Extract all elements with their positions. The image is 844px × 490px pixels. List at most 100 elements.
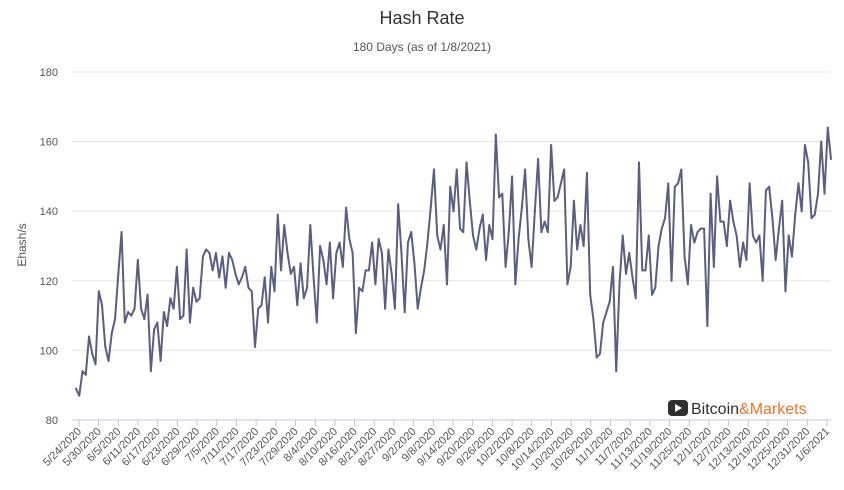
- data-point: [709, 192, 712, 195]
- data-point: [556, 196, 559, 199]
- data-point: [442, 224, 445, 227]
- data-point: [289, 272, 292, 275]
- data-point: [533, 210, 536, 213]
- data-point: [511, 175, 514, 178]
- data-point: [647, 234, 650, 237]
- data-point: [582, 245, 585, 247]
- data-point: [758, 234, 761, 237]
- data-point: [755, 241, 758, 244]
- data-point: [667, 182, 670, 185]
- data-point: [140, 307, 143, 310]
- y-tick-label: 100: [40, 345, 58, 357]
- data-point: [263, 276, 266, 279]
- axes: [72, 419, 831, 426]
- data-point: [247, 286, 250, 289]
- data-point: [114, 318, 117, 321]
- data-point: [576, 248, 579, 251]
- data-point: [153, 328, 156, 331]
- data-point: [517, 238, 520, 241]
- data-point: [631, 276, 634, 279]
- data-point: [325, 283, 328, 286]
- data-point: [276, 213, 279, 216]
- data-point: [97, 290, 100, 293]
- data-point: [94, 363, 97, 366]
- data-point: [390, 272, 393, 275]
- data-point: [397, 203, 400, 206]
- data-point: [192, 286, 195, 289]
- data-point: [182, 314, 185, 317]
- data-point: [280, 269, 283, 272]
- data-point: [488, 224, 491, 227]
- data-point: [426, 241, 429, 244]
- data-point: [761, 279, 764, 282]
- data-point: [777, 227, 780, 230]
- data-point: [84, 373, 87, 376]
- data-point: [657, 245, 660, 247]
- data-point: [299, 262, 302, 265]
- data-point: [410, 231, 413, 234]
- data-point: [615, 370, 618, 373]
- data-point: [169, 297, 172, 300]
- data-point: [364, 269, 367, 272]
- data-point: [807, 161, 810, 164]
- data-point: [683, 255, 686, 258]
- data-point: [719, 220, 722, 223]
- y-tick-label: 120: [40, 276, 58, 288]
- data-point: [641, 269, 644, 272]
- data-point: [455, 168, 458, 171]
- data-point: [485, 258, 488, 261]
- data-point: [188, 321, 191, 324]
- data-point: [406, 241, 409, 244]
- data-point: [598, 352, 601, 355]
- data-point: [774, 258, 777, 261]
- data-point: [221, 255, 224, 258]
- data-point: [618, 283, 621, 286]
- data-point: [712, 265, 715, 268]
- data-point: [823, 192, 826, 195]
- data-point: [341, 265, 344, 268]
- data-point: [175, 265, 178, 268]
- data-point: [745, 258, 748, 261]
- data-point: [195, 300, 198, 303]
- data-point: [302, 297, 305, 300]
- data-point: [234, 272, 237, 275]
- data-point: [546, 231, 549, 234]
- data-point: [351, 251, 354, 254]
- data-point: [592, 318, 595, 321]
- data-point: [651, 293, 654, 296]
- data-point: [507, 231, 510, 234]
- data-point: [273, 290, 276, 293]
- data-point: [201, 255, 204, 258]
- data-point: [231, 258, 234, 261]
- data-point: [543, 220, 546, 223]
- chart-subtitle: 180 Days (as of 1/8/2021): [353, 40, 491, 54]
- data-point: [624, 272, 627, 275]
- data-point: [751, 234, 754, 237]
- data-point: [101, 304, 104, 307]
- data-point: [257, 307, 260, 310]
- data-point: [166, 325, 169, 328]
- data-point: [312, 276, 315, 279]
- data-point: [91, 352, 94, 355]
- data-point: [107, 359, 110, 362]
- data-point: [725, 245, 728, 247]
- data-point: [162, 311, 165, 314]
- data-point: [468, 199, 471, 202]
- data-point: [462, 231, 465, 234]
- data-point: [117, 272, 120, 275]
- data-point: [670, 279, 673, 282]
- data-point: [491, 238, 494, 241]
- data-point: [589, 293, 592, 296]
- data-point: [559, 182, 562, 185]
- data-point: [205, 248, 208, 251]
- data-point: [348, 238, 351, 241]
- data-point: [550, 144, 553, 147]
- data-point: [748, 182, 751, 185]
- data-point: [628, 251, 631, 254]
- data-point: [654, 286, 657, 289]
- data-point: [371, 241, 374, 244]
- data-point: [218, 276, 221, 279]
- data-point: [133, 307, 136, 310]
- y-tick-label: 180: [40, 67, 58, 79]
